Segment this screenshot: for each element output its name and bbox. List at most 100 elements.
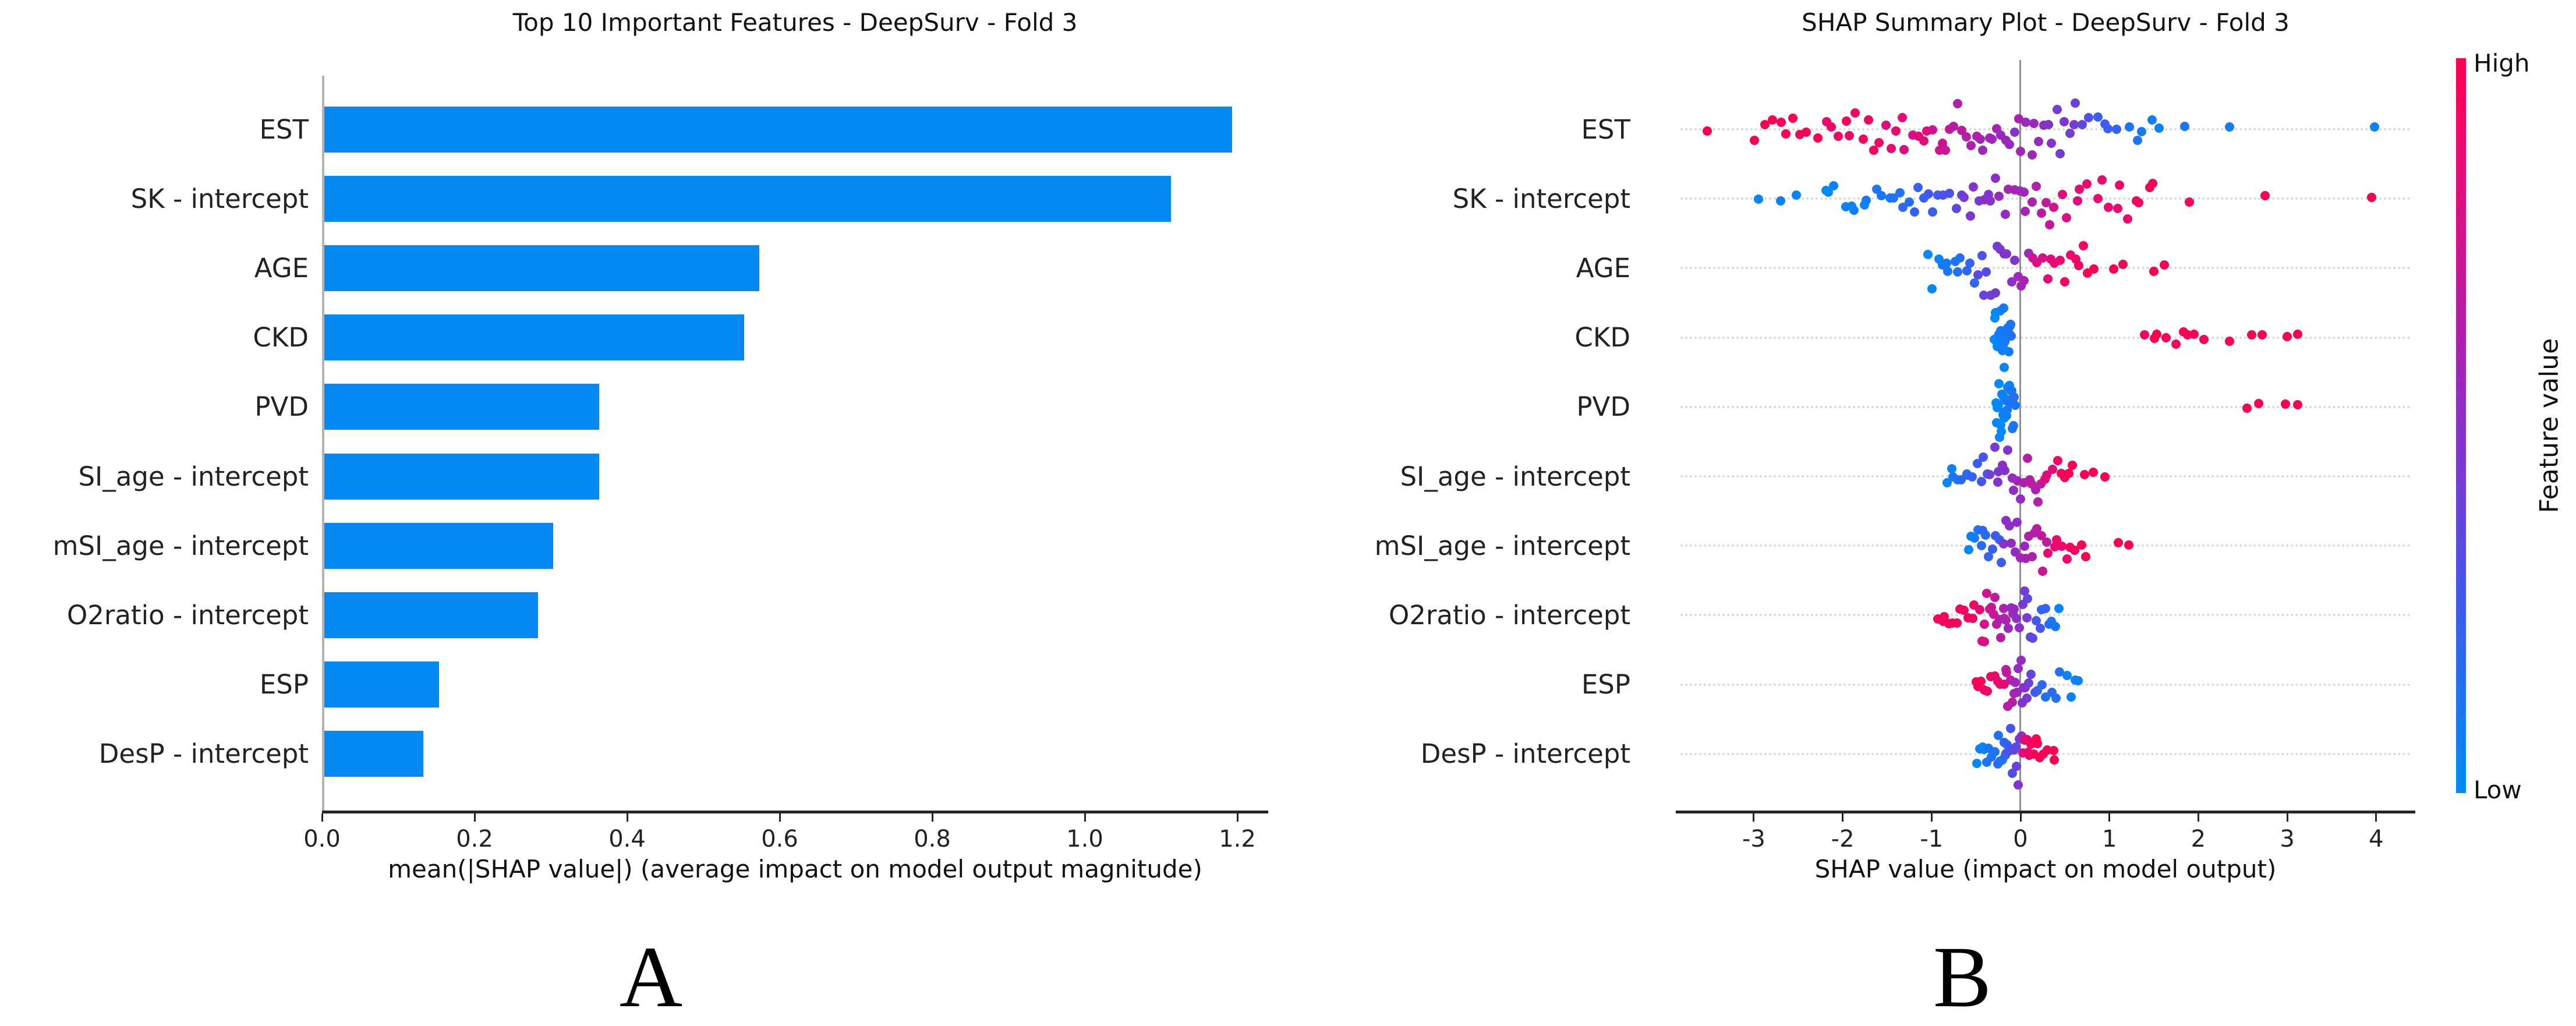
shap-dot xyxy=(2073,260,2083,270)
shap-dot xyxy=(2016,147,2026,157)
shap-dot xyxy=(2033,738,2043,748)
shap-dot xyxy=(1967,472,1977,482)
shap-dot xyxy=(1823,187,1833,197)
shap-dot xyxy=(2006,319,2016,329)
shap-dot xyxy=(2005,140,2015,150)
shap-dot xyxy=(2045,220,2055,229)
x-tick-mark xyxy=(2108,813,2111,822)
shap-dot xyxy=(1842,116,1852,126)
shap-dot xyxy=(1977,250,1987,260)
shap-dot xyxy=(1788,114,1797,123)
shap-dot xyxy=(1999,362,2009,372)
shap-dot xyxy=(2171,339,2181,349)
shap-dot xyxy=(2283,331,2292,341)
shap-dot xyxy=(1904,197,1914,207)
shap-dot xyxy=(2005,723,2015,733)
shap-dot xyxy=(1863,115,1873,125)
shap-dot xyxy=(1923,250,1933,260)
panel-b-y-tick-label: AGE xyxy=(1576,252,1630,284)
x-tick-mark xyxy=(1842,813,1844,822)
shap-dot xyxy=(2082,179,2092,189)
shap-dot xyxy=(2078,241,2088,251)
panel-b-x-axis-line xyxy=(1676,811,2415,813)
shap-dot xyxy=(2073,676,2083,686)
shap-dot xyxy=(2071,98,2080,108)
shap-dot xyxy=(1994,379,2004,389)
shap-dot xyxy=(1777,117,1786,127)
shap-dot xyxy=(2053,105,2062,115)
shap-dot xyxy=(2074,184,2084,194)
shap-dot xyxy=(2035,623,2045,633)
shap-dot xyxy=(2019,586,2029,596)
shap-dot xyxy=(2124,540,2134,550)
shap-dot xyxy=(1993,477,2002,487)
shap-dot xyxy=(1749,135,1759,145)
shap-dot xyxy=(1966,140,1976,150)
shap-dot xyxy=(1968,613,1977,623)
shap-dot xyxy=(1862,195,1871,205)
shap-dot xyxy=(2004,521,2014,531)
shap-dot xyxy=(1997,558,2007,568)
shap-dot xyxy=(2189,330,2199,339)
shap-dot xyxy=(2065,129,2075,139)
panel-a-y-tick-label: EST xyxy=(259,114,309,145)
panel-a-y-tick-label: AGE xyxy=(254,252,309,284)
shap-dot xyxy=(1959,193,1969,203)
shap-dot xyxy=(1994,191,2004,201)
panel-b-y-tick-label: mSI_age - intercept xyxy=(1374,530,1630,561)
shap-dot xyxy=(2022,693,2032,703)
panel-a-letter: A xyxy=(619,929,683,1025)
shap-dot xyxy=(2113,203,2123,213)
shap-dot xyxy=(2057,190,2067,200)
shap-dot xyxy=(2034,137,2044,147)
bar xyxy=(324,661,439,708)
shap-dot xyxy=(2154,123,2164,133)
shap-dot xyxy=(1972,759,1981,769)
x-tick-label: 0.4 xyxy=(608,826,646,852)
shap-dot xyxy=(1976,541,1986,551)
shap-dot xyxy=(2066,692,2076,702)
shap-dot xyxy=(2041,198,2051,208)
panel-a-y-tick-label: ESP xyxy=(259,669,309,700)
panel-a-y-tick-label: PVD xyxy=(254,391,309,423)
shap-dot xyxy=(2036,208,2046,218)
shap-dot xyxy=(2185,197,2195,207)
shap-dot xyxy=(2010,255,2020,265)
shap-dot xyxy=(2149,267,2159,277)
shap-dot xyxy=(1760,119,1770,129)
shap-dot xyxy=(1940,145,1950,155)
shap-dot xyxy=(2049,202,2059,212)
shap-dot xyxy=(2011,742,2021,752)
x-tick-mark xyxy=(779,813,781,822)
panel-b-letter: B xyxy=(1933,929,1992,1025)
shap-dot xyxy=(1869,145,1879,155)
shap-dot xyxy=(2053,456,2062,466)
shap-dot xyxy=(2100,472,2110,482)
shap-dot xyxy=(2122,214,2132,224)
shap-dot xyxy=(1991,174,2001,183)
shap-dot xyxy=(1994,730,2004,740)
shap-dot xyxy=(1924,189,1934,199)
shap-dot xyxy=(1973,270,1983,280)
x-tick-label: 0.0 xyxy=(303,826,341,852)
shap-dot xyxy=(1881,120,1891,130)
shap-dot xyxy=(1775,196,1785,206)
shap-dot xyxy=(1927,284,1937,293)
shap-dot xyxy=(1996,427,2006,437)
shap-dot xyxy=(1990,746,2000,756)
shap-dot xyxy=(2133,198,2143,208)
shap-dot xyxy=(2026,669,2036,679)
shap-dot xyxy=(2089,264,2099,274)
shap-dot xyxy=(2059,117,2069,127)
shap-dot xyxy=(1987,134,1997,144)
shap-dot xyxy=(2152,329,2161,339)
shap-dot xyxy=(2032,181,2041,191)
shap-dot xyxy=(1886,143,1896,153)
shap-dot xyxy=(1947,464,1956,473)
shap-dot xyxy=(2021,118,2031,128)
x-tick-label: 1.2 xyxy=(1219,826,1256,852)
shap-dot xyxy=(1959,605,1969,615)
x-tick-label: 3 xyxy=(2280,826,2295,852)
panel-a-y-tick-label: SI_age - intercept xyxy=(78,461,309,492)
